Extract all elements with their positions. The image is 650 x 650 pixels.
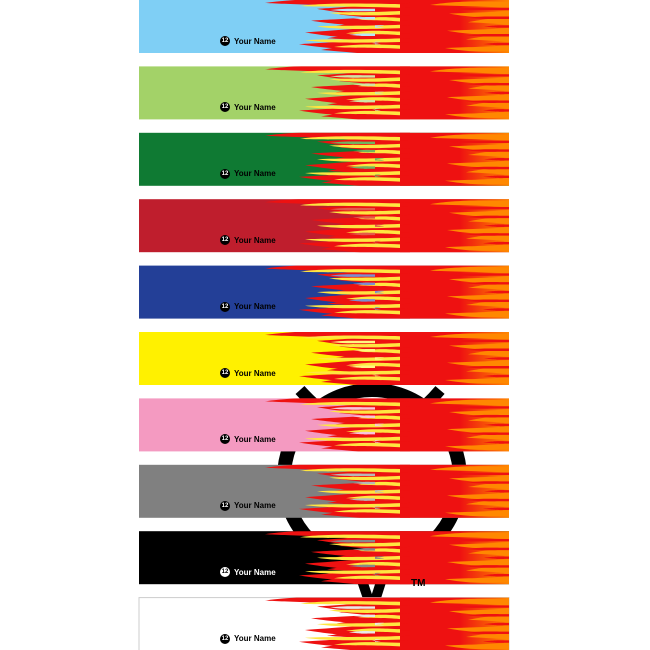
number-badge: 12 <box>220 168 230 179</box>
name-text: Your Name <box>234 36 276 46</box>
wrap-name-label: 12 Your Name <box>220 434 276 445</box>
wrap-yellow <box>139 332 509 385</box>
wrap-red <box>139 199 509 253</box>
wrap-black <box>139 531 509 585</box>
wrap-name-label: 12 Your Name <box>220 301 276 312</box>
name-text: Your Name <box>234 434 276 444</box>
wrap-gray <box>139 464 509 518</box>
flame-pattern <box>265 597 509 650</box>
flame-pattern <box>265 464 509 518</box>
name-text: Your Name <box>234 634 276 644</box>
wrap-name-label: 12 Your Name <box>220 102 276 113</box>
number-badge: 12 <box>220 500 230 511</box>
name-text: Your Name <box>234 368 276 378</box>
name-text: Your Name <box>234 501 276 511</box>
flame-pattern <box>265 332 509 385</box>
name-text: Your Name <box>234 102 276 112</box>
wrap-name-label: 12 Your Name <box>220 633 276 644</box>
wrap-name-label: 12 Your Name <box>220 567 276 578</box>
flame-pattern <box>265 531 509 585</box>
trademark-mark: TM <box>411 578 426 589</box>
number-badge: 12 <box>220 102 230 113</box>
name-text: Your Name <box>234 169 276 179</box>
wrap-name-label: 12 Your Name <box>220 500 276 511</box>
wrap-name-label: 12 Your Name <box>220 235 276 246</box>
number-badge: 12 <box>220 368 230 378</box>
name-text: Your Name <box>234 302 276 312</box>
number-badge: 12 <box>220 434 230 445</box>
number-badge: 12 <box>220 235 230 246</box>
wrap-list <box>138 0 510 650</box>
wrap-white <box>138 597 510 650</box>
wrap-green <box>139 132 509 186</box>
number-badge: 12 <box>220 36 230 46</box>
wrap-light-green <box>139 66 509 120</box>
wrap-name-label: 12 Your Name <box>220 36 276 46</box>
wrap-pink <box>139 398 509 452</box>
flame-pattern <box>265 66 509 120</box>
flame-pattern <box>265 265 509 319</box>
flame-pattern <box>265 398 509 452</box>
wrap-name-label: 12 Your Name <box>220 168 276 179</box>
wrap-blue <box>139 265 509 319</box>
name-text: Your Name <box>234 235 276 245</box>
flame-pattern <box>265 199 509 253</box>
number-badge: 12 <box>220 567 230 578</box>
flame-pattern <box>265 132 509 186</box>
name-text: Your Name <box>234 567 276 577</box>
wrap-name-label: 12 Your Name <box>220 368 276 378</box>
wrap-light-blue <box>139 0 509 53</box>
flame-pattern <box>265 0 509 53</box>
number-badge: 12 <box>220 301 230 312</box>
number-badge: 12 <box>220 633 230 644</box>
